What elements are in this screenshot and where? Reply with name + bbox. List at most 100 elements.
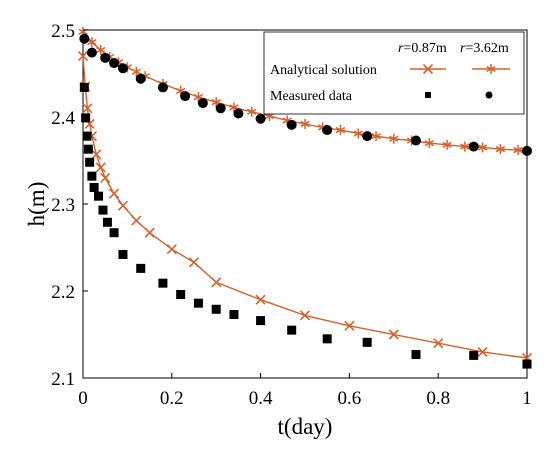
series-r087m-measured-point	[322, 334, 332, 344]
series-r087m-analytical-point	[109, 188, 120, 199]
series-r087m-measured-point	[87, 171, 97, 181]
series-r362m-measured-point	[109, 58, 120, 69]
series-r087m-measured-point	[89, 182, 99, 192]
series-r362m-analytical-point	[495, 144, 506, 155]
series-r362m-analytical-point	[389, 133, 399, 144]
series-r087m-analytical-point	[433, 338, 444, 349]
legend: r=0.87m r=3.62m Analytical solution Meas…	[263, 31, 525, 115]
series-r087m-analytical-line	[82, 56, 528, 359]
series-r362m-measured-point	[157, 82, 168, 93]
series-r087m-measured-point	[102, 217, 112, 227]
series-r362m-analytical-point	[424, 138, 435, 149]
legend-marker-circle	[485, 91, 493, 99]
series-r362m-measured-point	[322, 125, 333, 136]
marks-layer	[77, 26, 533, 369]
legend-header-1: r=0.87m	[398, 41, 447, 56]
series-r087m-measured-point	[362, 337, 372, 347]
series-r362m-measured-point	[411, 135, 421, 146]
series-r362m-analytical-point	[353, 128, 364, 139]
y-tick-label: 2.2	[51, 282, 75, 303]
series-r087m-analytical-point	[100, 172, 111, 183]
series-r087m-measured-point	[79, 82, 89, 92]
series-r362m-analytical-point	[131, 66, 142, 77]
series-r362m-measured-point	[117, 63, 128, 74]
x-tick-label: 0.6	[338, 388, 362, 409]
legend-marker-asterisk	[486, 64, 496, 74]
series-r087m-analytical-point	[117, 200, 129, 211]
legend-markers	[410, 63, 510, 99]
legend-label-measured: Measured data	[270, 89, 353, 104]
series-r362m-measured-point	[100, 52, 111, 63]
series-r362m-measured-point	[86, 47, 97, 58]
legend-marker-x	[422, 63, 434, 75]
series-r087m-measured-point	[98, 205, 108, 215]
series-r087m-analytical-point	[388, 329, 399, 340]
series-r087m-measured-point	[176, 289, 186, 299]
series-r087m-analytical-point	[188, 257, 200, 268]
series-r087m-analytical-point	[95, 162, 106, 173]
series-r087m-analytical-point	[131, 215, 142, 226]
series-r362m-analytical-point	[300, 118, 310, 129]
legend-marker-square	[425, 92, 431, 98]
series-r087m-analytical-point	[211, 277, 222, 288]
series-r087m-analytical-point	[477, 346, 488, 357]
legend-box	[263, 31, 525, 115]
series-r362m-analytical-point	[335, 125, 346, 136]
x-tick-label: 0.4	[249, 388, 273, 409]
series-r087m-measured-point	[82, 131, 92, 141]
series-r087m-analytical-point	[82, 103, 93, 114]
series-r087m-measured-point	[411, 350, 421, 360]
series-r087m-measured-point	[522, 359, 532, 369]
legend-label-analytical: Analytical solution	[270, 63, 377, 78]
series-r087m-measured-point	[118, 249, 128, 259]
series-r087m-analytical-point	[144, 227, 155, 238]
series-r087m-analytical-point	[344, 320, 355, 331]
x-tick-label: 0	[78, 388, 88, 409]
series-r087m-analytical-point	[255, 294, 266, 305]
y-tick-label: 2.1	[51, 369, 75, 390]
x-tick-label: 0.2	[160, 388, 184, 409]
y-axis-title: h(m)	[24, 182, 49, 227]
series-r087m-measured-point	[256, 316, 266, 326]
series-r087m-measured-point	[158, 278, 168, 288]
y-tick-label: 2.4	[51, 108, 75, 129]
series-r362m-measured-point	[255, 113, 266, 124]
legend-header-2: r=3.62m	[460, 41, 509, 56]
series-r087m-measured-point	[193, 298, 203, 308]
series-r087m-analytical-point	[299, 310, 311, 321]
series-r362m-measured-point	[197, 98, 208, 109]
series-r362m-analytical-point	[460, 141, 470, 152]
series-r087m-analytical-point	[91, 149, 102, 160]
series-r362m-measured-point	[180, 91, 191, 102]
series-r362m-analytical-point	[371, 131, 381, 142]
x-tick-label: 1	[522, 388, 532, 409]
series-r087m-measured-point	[81, 113, 91, 123]
series-r362m-measured-point	[215, 103, 226, 114]
series-r087m-measured-point	[469, 350, 479, 360]
series-r362m-analytical-point	[96, 45, 106, 56]
series-r362m-measured-point	[286, 119, 297, 130]
series-r362m-measured-point	[233, 108, 244, 119]
series-r362m-analytical-point	[477, 142, 488, 153]
series-r362m-analytical-point	[442, 139, 452, 150]
series-r362m-analytical-point	[513, 145, 523, 156]
axes-layer: 0 0.2 0.4 0.6 0.8 1 2.1 2.2 2.3 2.4 2.5	[51, 21, 532, 409]
series-r362m-measured-point	[522, 145, 532, 156]
series-r087m-measured-point	[136, 263, 146, 273]
series-r362m-measured-point	[468, 141, 479, 152]
series-r362m-measured-point	[362, 131, 373, 142]
series-r087m-measured-point	[229, 309, 239, 319]
y-tick-label: 2.3	[51, 195, 75, 216]
series-r087m-analytical-point	[77, 51, 89, 62]
series-r087m-measured-point	[109, 228, 119, 238]
series-r362m-analytical-point	[246, 106, 257, 117]
series-r362m-measured-point	[79, 33, 90, 44]
series-r087m-analytical-point	[166, 244, 177, 255]
series-r087m-measured-point	[94, 191, 104, 201]
series-r362m-measured-point	[135, 73, 146, 84]
series-r087m-measured-point	[85, 157, 95, 167]
series-r087m-measured-point	[287, 325, 297, 335]
x-axis-title: t(day)	[278, 414, 333, 439]
series-r087m-measured-point	[83, 144, 93, 154]
